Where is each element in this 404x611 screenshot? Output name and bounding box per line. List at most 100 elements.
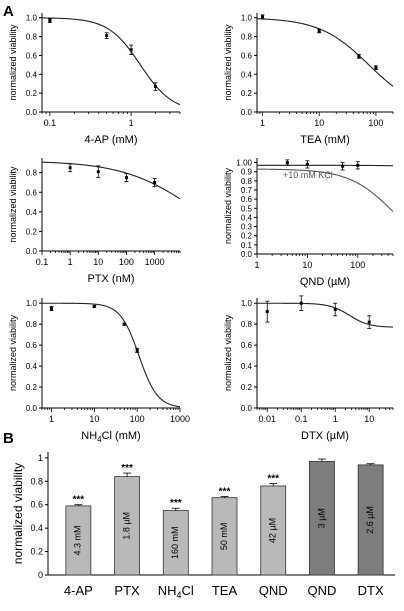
- bar-value-label: 3 µM: [316, 508, 326, 528]
- dose-response-panel-tea: 0.0 0.2 0.4 0.6 0.8 1.0 1 10 100 normalized viabi…: [223, 13, 394, 146]
- dose-response-panel-qnd: 0.00.10.20.30.40.50.60.70.80.91.00 1 10 100…: [223, 158, 394, 288]
- data-point: [48, 19, 52, 23]
- y-tick-label: 0.2: [241, 383, 253, 392]
- x-tick-label: 10: [314, 118, 324, 128]
- chart-panels: 0.0 0.2 0.4 0.6 0.8 1.0 0.1 1 normalized viabili…: [8, 13, 395, 600]
- data-point: [50, 306, 54, 310]
- dose-response-panel-4ap: 0.0 0.2 0.4 0.6 0.8 1.0 0.1 1 normalized viabili…: [8, 13, 181, 146]
- bar-2: [114, 476, 140, 576]
- y-axis-title: normalized viability: [8, 24, 18, 101]
- y-tick-label: 0.6: [241, 51, 253, 60]
- y-tick-label: 0.6: [26, 188, 38, 197]
- y-tick-label: 0.0: [26, 404, 38, 413]
- x-tick-label: 10: [93, 257, 103, 267]
- x-tick-label: 10: [302, 260, 312, 270]
- y-tick-label: 0.4: [241, 70, 253, 79]
- y-tick-label: 0.4: [26, 70, 38, 79]
- y-tick-label: 0: [38, 570, 43, 580]
- panel-label-a: A: [3, 3, 14, 20]
- fit-curve-1: [257, 302, 394, 328]
- data-point: [299, 301, 303, 305]
- category-label: PTX: [114, 583, 140, 598]
- fit-curve-2: [256, 168, 394, 212]
- x-axis-title: DTX (µM): [301, 430, 349, 442]
- y-tick-label: 0.8: [26, 320, 38, 329]
- x-axis-title: TEA (mM): [300, 134, 350, 146]
- y-tick-label: 0.4: [30, 523, 43, 533]
- y-tick-label: 0.6: [26, 341, 38, 350]
- bar-value-label: 42 µM: [268, 518, 278, 543]
- y-tick-label: 0.4: [26, 362, 38, 371]
- significance-marker: ***: [219, 487, 231, 498]
- category-label: QND: [259, 583, 288, 598]
- y-tick-label: 0.0: [241, 404, 253, 413]
- fit-curve-1: [42, 302, 181, 408]
- fit-curve-1: [256, 18, 394, 87]
- x-axis-title: PTX (nM): [87, 273, 134, 285]
- y-tick-label: 0.8: [241, 320, 253, 329]
- y-tick-label: 1.00: [236, 159, 252, 168]
- x-tick-label: 100: [119, 257, 134, 267]
- data-point: [305, 162, 309, 166]
- data-point: [124, 176, 128, 180]
- data-point: [92, 304, 96, 308]
- data-point: [96, 170, 100, 174]
- y-tick-label: 0.4: [241, 213, 253, 222]
- y-tick-label: 1.0: [26, 14, 38, 23]
- y-tick-label: 0.0: [26, 108, 38, 117]
- category-label: TEA: [212, 583, 238, 598]
- dose-response-panel-nh4cl: 0.0 0.2 0.4 0.6 0.8 1.0 1 10 100 1000 normalized v…: [8, 298, 190, 444]
- bar-value-label: 50 mM: [219, 523, 229, 551]
- y-tick-label: 0.0: [26, 247, 38, 256]
- bar-1: [65, 505, 92, 576]
- data-point: [153, 180, 157, 184]
- y-axis-title: normalized viability: [223, 24, 233, 101]
- x-tick-label: 1: [260, 118, 265, 128]
- x-tick-label: 0.1: [36, 257, 49, 267]
- fit-curve-1: [41, 17, 181, 106]
- x-tick-label: 10: [89, 414, 99, 424]
- category-label: DTX: [358, 583, 384, 598]
- category-label: QND: [307, 583, 336, 598]
- data-point: [122, 322, 126, 326]
- x-tick-label: 0.1: [44, 118, 57, 128]
- y-tick-label: 0.2: [30, 547, 43, 557]
- y-tick-label: 0.8: [241, 177, 253, 186]
- data-point: [341, 164, 345, 168]
- x-tick-label: 1: [129, 118, 134, 128]
- y-tick-label: 0.8: [30, 476, 43, 486]
- y-tick-label: 0.4: [241, 362, 253, 371]
- kcl-annotation: +10 mM KCl: [283, 170, 333, 180]
- x-axis-title: 4-AP (mM): [85, 134, 138, 146]
- y-axis-title: normalized viability: [223, 314, 233, 391]
- y-tick-label: 1.0: [26, 299, 38, 308]
- x-tick-label: 1000: [145, 257, 165, 267]
- x-tick-label: 10: [364, 414, 374, 424]
- y-tick-label: 0.3: [241, 223, 253, 232]
- data-point: [356, 163, 360, 167]
- data-point: [129, 48, 133, 52]
- x-tick-label: 1: [333, 414, 338, 424]
- x-tick-label: 100: [350, 260, 365, 270]
- significance-marker: ***: [170, 498, 182, 509]
- y-tick-label: 0.8: [26, 33, 38, 42]
- y-tick-label: 0.7: [241, 186, 253, 195]
- y-tick-label: 0.8: [26, 169, 38, 178]
- y-tick-label: 0.6: [241, 195, 253, 204]
- y-tick-label: 0.2: [26, 383, 38, 392]
- panel-label-b: B: [3, 430, 14, 447]
- bar-6: [309, 460, 335, 576]
- y-axis-title: normalized viability: [8, 314, 18, 391]
- bar-4: [211, 497, 238, 576]
- summary-bar-chart: 0 0.2 0.4 0.6 0.8 1 normalized viability *** 4.3…: [11, 452, 395, 600]
- data-point: [357, 54, 361, 58]
- y-tick-label: 0.2: [26, 227, 38, 236]
- category-label: NH4Cl: [158, 583, 194, 600]
- fit-curve-1: [41, 161, 181, 200]
- x-tick-label: 100: [368, 118, 383, 128]
- y-tick-label: 0.8: [241, 33, 253, 42]
- y-tick-label: 0.2: [241, 232, 253, 241]
- data-point: [135, 348, 139, 352]
- data-point: [265, 310, 269, 314]
